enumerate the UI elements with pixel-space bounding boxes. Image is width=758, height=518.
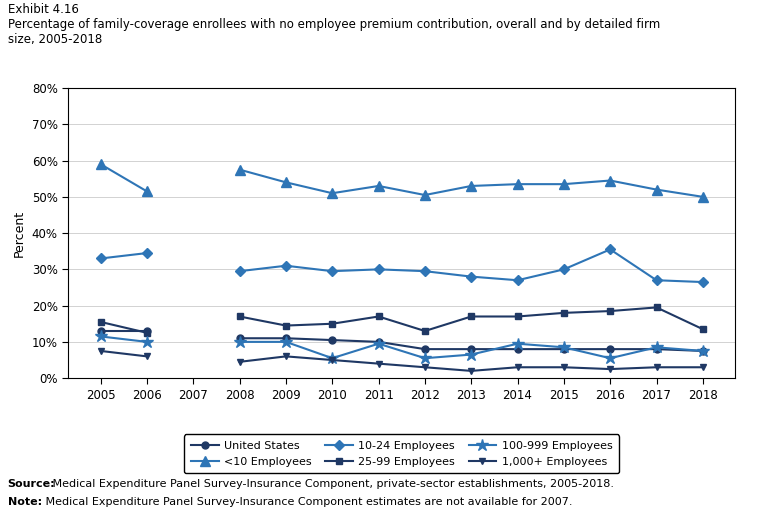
25-99 Employees bbox=[96, 319, 105, 325]
Legend: United States, <10 Employees, 10-24 Employees, 25-99 Employees, 100-999 Employee: United States, <10 Employees, 10-24 Empl… bbox=[184, 435, 619, 473]
100-999 Employees bbox=[143, 339, 152, 345]
Line: <10 Employees: <10 Employees bbox=[96, 160, 152, 196]
10-24 Employees bbox=[143, 250, 152, 256]
Y-axis label: Percent: Percent bbox=[13, 210, 27, 256]
Text: Exhibit 4.16: Exhibit 4.16 bbox=[8, 3, 79, 16]
1,000+ Employees bbox=[96, 348, 105, 354]
1,000+ Employees bbox=[143, 353, 152, 359]
Line: 1,000+ Employees: 1,000+ Employees bbox=[97, 348, 150, 360]
United States bbox=[143, 328, 152, 334]
<10 Employees bbox=[143, 188, 152, 194]
10-24 Employees bbox=[96, 255, 105, 262]
Text: Medical Expenditure Panel Survey-Insurance Component, private-sector establishme: Medical Expenditure Panel Survey-Insuran… bbox=[49, 479, 614, 489]
Line: 10-24 Employees: 10-24 Employees bbox=[97, 250, 150, 262]
Text: Medical Expenditure Panel Survey-Insurance Component estimates are not available: Medical Expenditure Panel Survey-Insuran… bbox=[42, 497, 572, 507]
Line: 100-999 Employees: 100-999 Employees bbox=[95, 330, 153, 348]
Text: Source:: Source: bbox=[8, 479, 55, 489]
Text: Percentage of family-coverage enrollees with no employee premium contribution, o: Percentage of family-coverage enrollees … bbox=[8, 18, 659, 46]
Line: 25-99 Employees: 25-99 Employees bbox=[97, 319, 150, 336]
Line: United States: United States bbox=[97, 327, 150, 335]
<10 Employees bbox=[96, 161, 105, 167]
Text: Note:: Note: bbox=[8, 497, 42, 507]
25-99 Employees bbox=[143, 329, 152, 336]
United States bbox=[96, 328, 105, 334]
100-999 Employees bbox=[96, 334, 105, 340]
